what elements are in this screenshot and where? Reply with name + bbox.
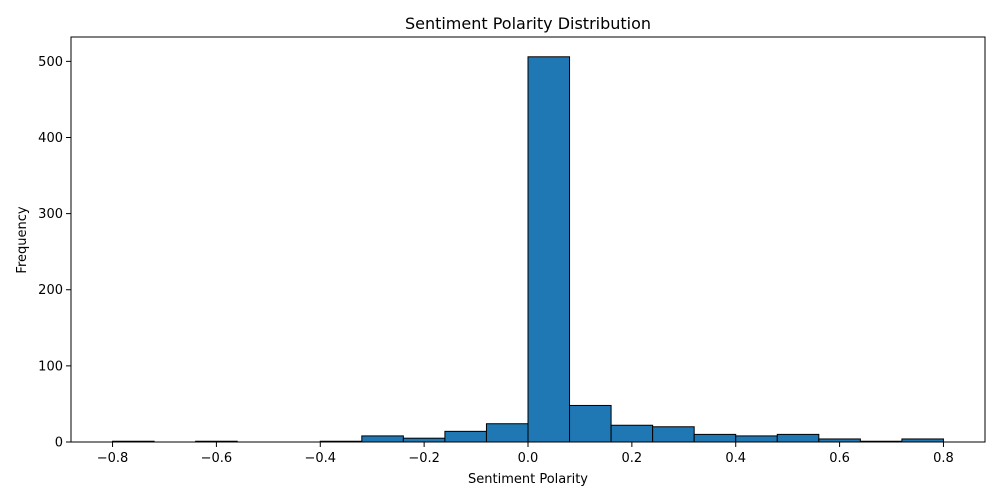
histogram-bar	[652, 426, 695, 443]
histogram-bar	[361, 435, 404, 443]
x-tick-label: 0.8	[933, 451, 954, 466]
x-tick-label: −0.2	[408, 451, 440, 466]
histogram-bar	[776, 433, 820, 443]
y-tick-label: 100	[38, 359, 63, 374]
histogram-bar	[444, 430, 487, 443]
x-tick-label: 0.0	[518, 451, 539, 466]
x-tick-label: 0.2	[622, 451, 643, 466]
histogram-bar	[735, 435, 778, 443]
y-axis-ticks: 0 100 200 300 400 500	[38, 55, 71, 451]
y-tick-label: 0	[55, 436, 63, 451]
x-tick-label: −0.6	[201, 451, 233, 466]
x-axis-label: Sentiment Polarity	[468, 472, 588, 487]
chart-title: Sentiment Polarity Distribution	[405, 14, 651, 33]
plot-frame	[70, 36, 986, 443]
bars-group	[112, 56, 944, 443]
y-axis-label: Frequency	[15, 206, 30, 273]
y-tick-label: 400	[38, 131, 63, 146]
histogram-bar	[693, 433, 737, 443]
histogram-bar	[485, 423, 529, 443]
y-tick-label: 300	[38, 207, 63, 222]
x-tick-label: −0.4	[304, 451, 336, 466]
histogram-bar	[402, 437, 446, 443]
x-tick-label: 0.6	[829, 451, 850, 466]
x-tick-label: 0.4	[725, 451, 746, 466]
x-axis-ticks: −0.8 −0.6 −0.4 −0.2 0.0 0.2 0.4 0.6 0.8	[97, 442, 954, 466]
histogram-bar	[527, 56, 571, 443]
y-tick-label: 200	[38, 283, 63, 298]
histogram-bar	[610, 424, 654, 443]
x-tick-label: −0.8	[97, 451, 129, 466]
y-tick-label: 500	[38, 55, 63, 70]
histogram-bar	[569, 404, 612, 443]
